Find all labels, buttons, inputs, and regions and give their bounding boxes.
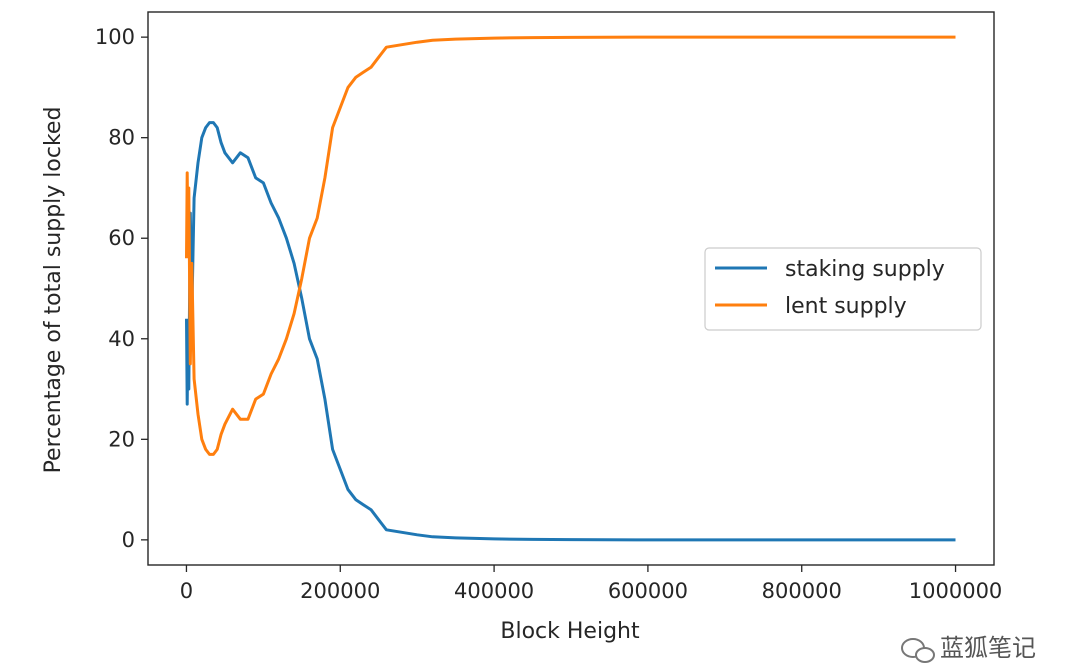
legend-box — [704, 247, 982, 331]
y-tick-label: 0 — [122, 528, 135, 552]
series-line-lent-supply — [185, 35, 956, 456]
x-axis-title: Block Height — [500, 619, 640, 644]
y-axis-ticks: 0 20 40 60 80 100 — [95, 25, 148, 552]
legend-label-staking-supply: staking supply — [785, 257, 945, 282]
y-tick-label: 20 — [108, 427, 135, 451]
y-tick-label: 80 — [108, 126, 135, 150]
x-tick-label: 600000 — [608, 579, 688, 603]
x-tick-label: 400000 — [454, 579, 534, 603]
x-tick-label: 1000000 — [909, 579, 1003, 603]
y-axis-title: Percentage of total supply locked — [41, 107, 66, 474]
watermark: 蓝狐笔记 — [901, 634, 1036, 663]
legend-label-lent-supply: lent supply — [785, 294, 907, 319]
x-tick-label: 200000 — [300, 579, 380, 603]
series-line-staking-supply — [185, 121, 956, 542]
y-tick-label: 60 — [108, 226, 135, 250]
y-tick-label: 100 — [95, 25, 135, 49]
wechat-icon — [901, 638, 935, 663]
x-tick-label: 800000 — [762, 579, 842, 603]
legend: staking supply lent supply — [704, 247, 982, 331]
x-axis-ticks: 0 200000 400000 600000 800000 1000000 — [180, 565, 1003, 603]
x-tick-label: 0 — [180, 579, 193, 603]
y-tick-label: 40 — [108, 327, 135, 351]
series-lines — [185, 35, 956, 542]
watermark-text: 蓝狐笔记 — [940, 634, 1036, 662]
